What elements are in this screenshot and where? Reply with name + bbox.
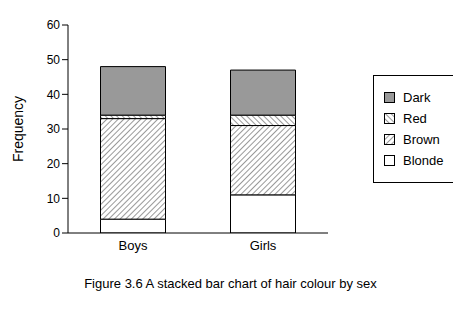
svg-text:50: 50 [47, 53, 61, 67]
html-text:Dark: Dark [403, 90, 431, 105]
svg-text:Frequency: Frequency [10, 96, 26, 162]
html-text:Brown: Brown [403, 132, 440, 147]
svg-text:Boys: Boys [119, 238, 148, 253]
svg-text:30: 30 [47, 122, 61, 136]
html-text:Figure 3.6 A stacked bar chart: Figure 3.6 A stacked bar chart of hair c… [84, 276, 377, 291]
svg-text:10: 10 [47, 192, 61, 206]
svg-text:40: 40 [47, 88, 61, 102]
svg-text:20: 20 [47, 157, 61, 171]
svg-text:Girls: Girls [250, 238, 277, 253]
html-text:Blonde: Blonde [403, 153, 444, 168]
svg-text:0: 0 [53, 226, 60, 240]
html-text:Red: Red [403, 111, 427, 126]
svg-text:60: 60 [47, 18, 61, 32]
